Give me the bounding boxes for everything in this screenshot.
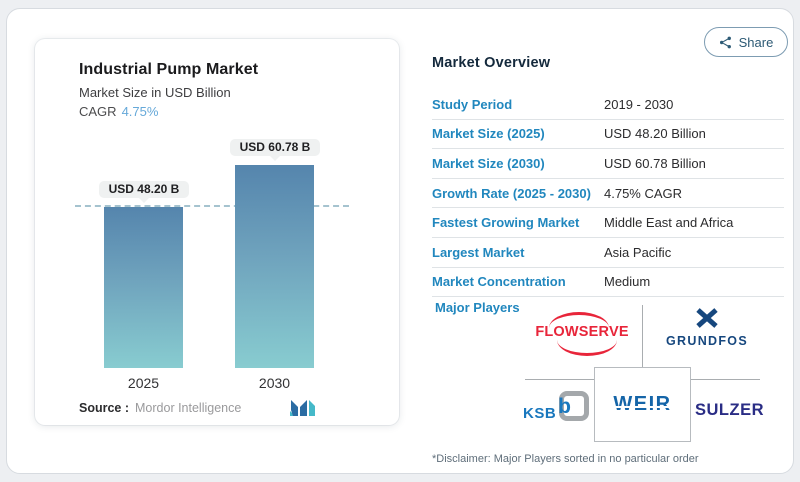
- source-label: Source :: [79, 401, 130, 415]
- x-axis-label-2025: 2025: [127, 375, 160, 391]
- row-value: USD 48.20 Billion: [604, 126, 706, 142]
- row-label: Market Concentration: [432, 274, 566, 290]
- row-value: 2019 - 2030: [604, 96, 674, 112]
- ksb-logo: KSB b: [523, 389, 597, 427]
- report-card: Share Industrial Pump Market Market Size…: [6, 8, 794, 474]
- disclaimer-text: *Disclaimer: Major Players sorted in no …: [432, 453, 699, 465]
- table-row: Growth Rate (2025 - 2030) 4.75% CAGR: [432, 179, 784, 209]
- chart-subtitle: Market Size in USD Billion: [79, 85, 231, 100]
- table-row: Fastest Growing Market Middle East and A…: [432, 208, 784, 238]
- table-row: Market Size (2025) USD 48.20 Billion: [432, 120, 784, 150]
- row-value: USD 60.78 Billion: [604, 155, 706, 171]
- bar-2025: [104, 207, 183, 368]
- ksb-b-glyph: b: [558, 395, 571, 418]
- overview-title: Market Overview: [432, 55, 551, 71]
- table-row: Largest Market Asia Pacific: [432, 238, 784, 268]
- bar-value-label-2030: USD 60.78 B: [230, 139, 320, 161]
- flowserve-wordmark: FLOWSERVE: [535, 324, 629, 340]
- reference-dashed-line: [75, 205, 349, 207]
- row-value: Medium: [604, 274, 651, 290]
- major-players-label: Major Players: [435, 300, 520, 315]
- grundfos-x-icon: [696, 308, 718, 328]
- cagr-label: CAGR: [79, 104, 117, 119]
- table-row: Market Concentration Medium: [432, 268, 784, 298]
- row-label: Market Size (2025): [432, 126, 545, 142]
- flowserve-logo: FLOWSERVE: [527, 312, 637, 356]
- weir-wordmark: WEIR: [611, 393, 674, 416]
- bar-value-label-2025: USD 48.20 B: [99, 181, 189, 203]
- players-divider-vertical: [642, 305, 643, 367]
- row-label: Fastest Growing Market: [432, 215, 580, 231]
- weir-stripe-icon: [611, 405, 674, 408]
- cagr-line: CAGR 4.75%: [79, 104, 158, 119]
- table-row: Study Period 2019 - 2030: [432, 90, 784, 120]
- share-button-label: Share: [738, 34, 774, 50]
- mordor-intelligence-logo-icon: [290, 400, 315, 416]
- ksb-wordmark: KSB: [523, 405, 557, 422]
- cagr-value: 4.75%: [121, 104, 159, 119]
- ksb-square-icon: [559, 391, 589, 421]
- row-label: Market Size (2030): [432, 155, 545, 171]
- row-label: Study Period: [432, 96, 513, 112]
- market-size-chart-card: Industrial Pump Market Market Size in US…: [35, 39, 399, 425]
- row-label: Growth Rate (2025 - 2030): [432, 185, 591, 201]
- source-name: Mordor Intelligence: [135, 401, 242, 415]
- row-value: Middle East and Africa: [604, 215, 734, 231]
- grundfos-logo: GRUNDFOS: [659, 308, 755, 348]
- chart-title: Industrial Pump Market: [79, 61, 259, 78]
- grundfos-wordmark: GRUNDFOS: [666, 334, 748, 348]
- row-value: 4.75% CAGR: [604, 185, 683, 201]
- row-label: Largest Market: [432, 244, 525, 260]
- overview-table: Study Period 2019 - 2030 Market Size (20…: [432, 90, 784, 298]
- row-value: Asia Pacific: [604, 244, 672, 260]
- share-button[interactable]: Share: [704, 27, 788, 57]
- table-row: Market Size (2030) USD 60.78 Billion: [432, 149, 784, 179]
- weir-wordmark-text: WEIR: [613, 393, 672, 415]
- sulzer-logo: SULZER: [695, 401, 764, 419]
- bar-2030: [235, 165, 314, 368]
- weir-logo-box: WEIR: [594, 367, 691, 442]
- source-row: Source : Mordor Intelligence: [79, 401, 241, 415]
- x-axis-label-2030: 2030: [258, 375, 291, 391]
- share-icon: [719, 36, 731, 48]
- flowserve-arc-top-icon: [549, 312, 609, 328]
- flowserve-arc-bottom-icon: [557, 340, 617, 356]
